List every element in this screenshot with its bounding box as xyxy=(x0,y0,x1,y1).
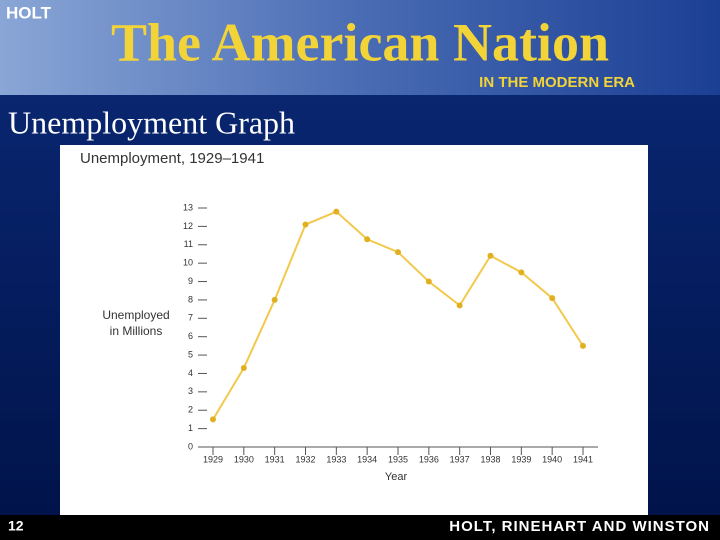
header-subtitle: IN THE MODERN ERA xyxy=(479,74,635,91)
data-point xyxy=(518,269,525,276)
brand: HOLT xyxy=(6,3,52,22)
x-tick-label: 1938 xyxy=(480,454,500,464)
x-tick-label: 1939 xyxy=(511,454,531,464)
y-tick-label: 12 xyxy=(183,221,193,231)
y-tick-label: 9 xyxy=(188,276,193,286)
page-number: 12 xyxy=(8,518,24,534)
x-tick-label: 1935 xyxy=(388,454,408,464)
footer-band xyxy=(0,515,720,540)
chart-title: Unemployment, 1929–1941 xyxy=(80,150,264,167)
publisher: HOLT, RINEHART AND WINSTON xyxy=(449,518,710,535)
x-tick-label: 1940 xyxy=(542,454,562,464)
slide-title: Unemployment Graph xyxy=(8,104,295,140)
y-tick-label: 10 xyxy=(183,258,193,268)
data-point xyxy=(364,236,371,243)
data-point xyxy=(240,364,247,371)
header-band xyxy=(0,0,720,95)
data-point xyxy=(487,252,494,259)
y-tick-label: 7 xyxy=(188,313,193,323)
x-tick-label: 1932 xyxy=(295,454,315,464)
x-tick-label: 1931 xyxy=(265,454,285,464)
data-point xyxy=(395,249,401,256)
chart-panel xyxy=(60,145,648,515)
data-point xyxy=(302,221,309,228)
y-axis-label: in Millions xyxy=(110,324,163,338)
data-point xyxy=(549,295,556,302)
x-tick-label: 1930 xyxy=(234,454,254,464)
data-point xyxy=(333,208,340,215)
x-tick-label: 1929 xyxy=(203,454,223,464)
y-axis-label: Unemployed xyxy=(102,308,169,322)
x-tick-label: 1933 xyxy=(326,454,346,464)
x-tick-label: 1937 xyxy=(450,454,470,464)
data-point xyxy=(580,342,586,349)
x-tick-label: 1941 xyxy=(573,454,593,464)
y-tick-label: 0 xyxy=(188,441,193,451)
y-tick-label: 6 xyxy=(188,331,193,341)
y-tick-label: 8 xyxy=(188,294,193,304)
y-tick-label: 1 xyxy=(188,423,193,433)
data-point xyxy=(210,416,216,423)
x-axis-label: Year xyxy=(385,471,408,483)
header-title: The American Nation xyxy=(111,12,609,72)
data-point xyxy=(425,278,432,285)
y-tick-label: 5 xyxy=(188,349,193,359)
data-point xyxy=(456,302,463,309)
y-tick-label: 2 xyxy=(188,405,193,415)
y-tick-label: 11 xyxy=(184,239,193,249)
y-tick-label: 13 xyxy=(183,202,193,212)
x-tick-label: 1936 xyxy=(419,454,439,464)
data-point xyxy=(271,296,278,303)
y-tick-label: 4 xyxy=(188,368,193,378)
x-tick-label: 1934 xyxy=(357,454,377,464)
y-tick-label: 3 xyxy=(188,386,193,396)
